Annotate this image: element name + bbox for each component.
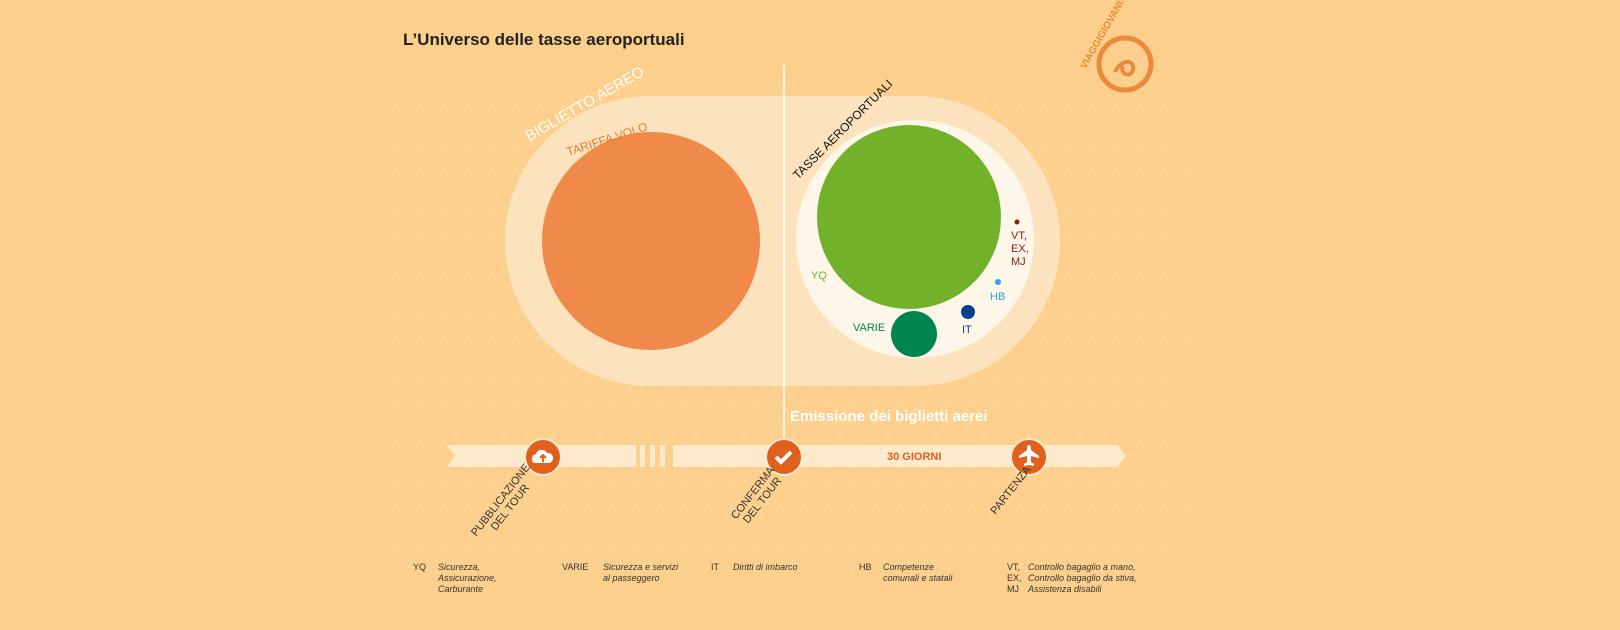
fare-bubble xyxy=(542,132,760,350)
legend-key: VARIE xyxy=(562,562,589,572)
yq-label: YQ xyxy=(811,270,827,282)
hb-bubble xyxy=(995,279,1001,285)
checkmark-icon xyxy=(765,438,803,476)
legend-line: comunali e statali xyxy=(883,573,953,583)
varie-bubble xyxy=(891,311,937,357)
airplane-icon xyxy=(1010,438,1048,476)
cloud-upload-icon xyxy=(524,438,562,476)
days-label: 30 GIORNI xyxy=(887,451,942,463)
timeline-dash xyxy=(650,445,655,467)
legend-desc: Diritti di imbarco xyxy=(733,562,853,573)
page-title: L’Universo delle tasse aeroportuali xyxy=(403,30,685,49)
legend-line: Assicurazione, xyxy=(438,573,497,583)
legend-key: HB xyxy=(859,562,872,572)
legend-line: Controllo bagaglio a mano, xyxy=(1028,562,1136,572)
legend-desc: Sicurezza, Assicurazione, Carburante xyxy=(438,562,558,595)
varie-label: VARIE xyxy=(853,322,886,334)
emission-label: Emissione dei biglietti aerei xyxy=(790,408,988,425)
legend-key: IT xyxy=(711,562,719,572)
legend-line: Competenze xyxy=(883,562,935,572)
it-bubble xyxy=(961,305,975,319)
legend-line: Sicurezza e servizi xyxy=(603,562,679,572)
vt-label: VT, xyxy=(1011,230,1027,242)
legend-line: Assistenza disabili xyxy=(1028,584,1102,594)
hb-label: HB xyxy=(990,291,1006,303)
vt-bubble xyxy=(1014,219,1020,225)
legend-line: al passeggero xyxy=(603,573,660,583)
vt-ex-mj-label: VT, EX, MJ xyxy=(1011,230,1029,269)
legend-line: Sicurezza, xyxy=(438,562,481,572)
legend-desc: Sicurezza e servizi al passeggero xyxy=(603,562,723,584)
it-label: IT xyxy=(962,324,972,336)
logo xyxy=(1096,35,1154,93)
yq-bubble xyxy=(817,125,1001,309)
legend-key-line: VT, xyxy=(1007,562,1021,572)
legend-key: VT, EX, MJ xyxy=(1007,562,1022,595)
legend-key-line: EX, xyxy=(1007,573,1022,583)
legend-key: YQ xyxy=(413,562,427,572)
legend-desc: Controllo bagaglio a mano, Controllo bag… xyxy=(1028,562,1188,595)
legend-desc: Competenze comunali e statali xyxy=(883,562,1003,584)
timeline-dash xyxy=(660,445,665,467)
ex-label: EX, xyxy=(1011,243,1029,255)
legend-key-line: MJ xyxy=(1007,584,1019,594)
timeline-dash xyxy=(640,445,645,467)
legend-line: Carburante xyxy=(438,584,484,594)
legend-line: Diritti di imbarco xyxy=(733,562,798,572)
legend-line: Controllo bagaglio da stiva, xyxy=(1028,573,1137,583)
mj-label: MJ xyxy=(1011,256,1026,268)
